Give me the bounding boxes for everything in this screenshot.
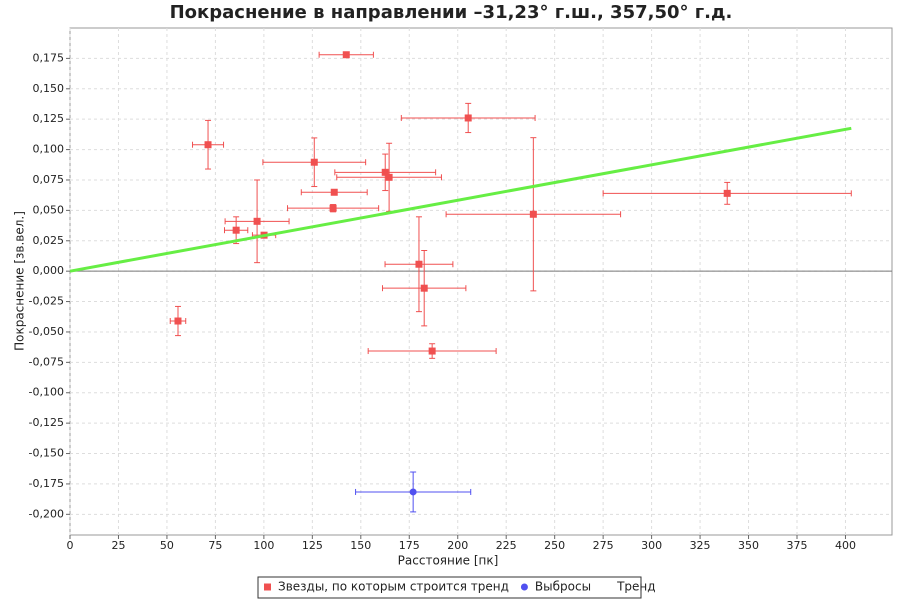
y-tick-label: -0,200 bbox=[29, 507, 64, 520]
point bbox=[329, 204, 337, 212]
point bbox=[381, 168, 389, 176]
y-tick-label: 0,150 bbox=[33, 82, 65, 95]
point bbox=[253, 217, 261, 225]
x-tick-label: 200 bbox=[447, 539, 468, 552]
x-tick-label: 275 bbox=[593, 539, 614, 552]
legend-label: Выбросы bbox=[535, 580, 591, 594]
point bbox=[428, 347, 436, 355]
point bbox=[342, 51, 350, 59]
legend-marker bbox=[264, 583, 271, 591]
x-tick-label: 175 bbox=[399, 539, 420, 552]
x-tick-label: 400 bbox=[835, 539, 856, 552]
chart-title: Покраснение в направлении –31,23° г.ш., … bbox=[170, 2, 733, 23]
y-tick-label: 0,125 bbox=[33, 112, 65, 125]
y-tick-label: -0,050 bbox=[29, 325, 64, 338]
legend-marker bbox=[520, 583, 528, 591]
point bbox=[409, 488, 417, 496]
point bbox=[330, 188, 338, 196]
point bbox=[415, 260, 423, 268]
point bbox=[385, 173, 393, 181]
point bbox=[204, 141, 212, 149]
x-tick-label: 300 bbox=[641, 539, 662, 552]
x-tick-label: 150 bbox=[350, 539, 371, 552]
y-tick-label: 0,025 bbox=[33, 234, 65, 247]
plot-area bbox=[69, 27, 893, 536]
y-tick-label: 0,000 bbox=[33, 264, 65, 277]
legend-label: Звезды, по которым строится тренд bbox=[278, 580, 509, 594]
legend-label: Тренд bbox=[616, 580, 655, 594]
y-tick-label: -0,025 bbox=[29, 295, 64, 308]
x-tick-label: 25 bbox=[111, 539, 125, 552]
point bbox=[464, 114, 472, 122]
x-tick-label: 350 bbox=[738, 539, 759, 552]
x-tick-label: 50 bbox=[160, 539, 174, 552]
point bbox=[420, 284, 428, 292]
y-tick-label: 0,175 bbox=[33, 51, 65, 64]
x-tick-label: 325 bbox=[690, 539, 711, 552]
x-tick-label: 225 bbox=[496, 539, 517, 552]
x-tick-label: 100 bbox=[253, 539, 274, 552]
y-tick-label: -0,100 bbox=[29, 386, 64, 399]
y-tick-label: -0,150 bbox=[29, 447, 64, 460]
trend-line bbox=[69, 126, 852, 273]
point bbox=[310, 158, 318, 166]
point bbox=[232, 226, 240, 234]
y-tick-label: -0,175 bbox=[29, 477, 64, 490]
point bbox=[174, 317, 182, 325]
point bbox=[723, 189, 731, 197]
x-tick-label: 375 bbox=[787, 539, 808, 552]
legend bbox=[257, 576, 642, 599]
x-tick-label: 0 bbox=[67, 539, 74, 552]
y-axis-label: Покраснение [зв.вел.] bbox=[13, 211, 27, 351]
y-tick-label: -0,125 bbox=[29, 416, 64, 429]
x-tick-label: 250 bbox=[544, 539, 565, 552]
point bbox=[529, 210, 537, 218]
y-tick-label: -0,075 bbox=[29, 355, 64, 368]
x-tick-label: 75 bbox=[208, 539, 222, 552]
y-tick-label: 0,100 bbox=[33, 143, 65, 156]
y-tick-label: 0,050 bbox=[33, 203, 65, 216]
x-tick-label: 125 bbox=[302, 539, 323, 552]
x-axis-label: Расстояние [пк] bbox=[398, 554, 499, 568]
y-tick-label: 0,075 bbox=[33, 173, 65, 186]
